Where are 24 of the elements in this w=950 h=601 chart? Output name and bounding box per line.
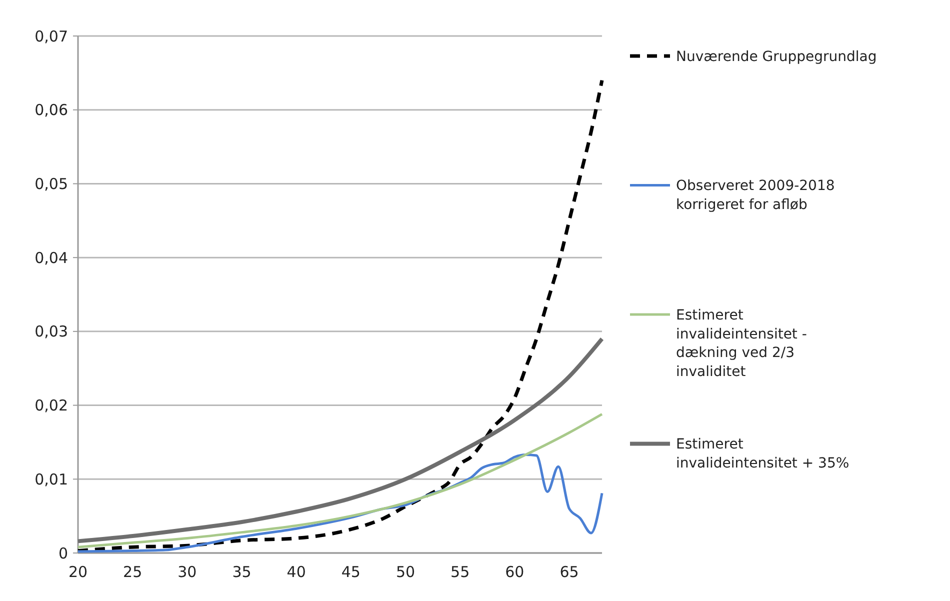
x-tick-label: 25 <box>123 563 142 581</box>
y-tick-label: 0,01 <box>34 470 68 488</box>
legend-label: Estimeret invalideintensitet - dækning ved 2/3 invaliditet <box>676 307 807 380</box>
legend-label: Observeret 2009-2018 korrigeret for afløb <box>676 178 835 214</box>
y-tick-label: 0 <box>58 544 68 562</box>
x-tick-label: 45 <box>341 563 360 581</box>
y-tick-label: 0,02 <box>34 396 68 415</box>
x-tick-label: 20 <box>68 563 88 581</box>
x-tick-label: 50 <box>396 563 416 581</box>
x-tick-label: 30 <box>178 563 197 581</box>
x-tick-label: 35 <box>232 563 252 581</box>
x-tick-label: 65 <box>560 563 579 581</box>
y-tick-label: 0,04 <box>34 248 68 267</box>
y-tick-label: 0,06 <box>34 101 68 120</box>
y-tick-label: 0,03 <box>34 322 68 341</box>
x-tick-label: 60 <box>505 563 524 581</box>
line-series <box>76 336 604 544</box>
legend-label: Estimeret invalideintensitet + 35% <box>676 436 850 472</box>
x-tick-label: 55 <box>450 563 470 581</box>
y-tick-label: 0,07 <box>34 27 68 46</box>
x-tick-label: 40 <box>286 563 306 581</box>
line-series <box>76 412 604 548</box>
y-tick-label: 0,05 <box>34 174 68 193</box>
legend-label: Nuværende Gruppegrundlag <box>676 48 877 65</box>
